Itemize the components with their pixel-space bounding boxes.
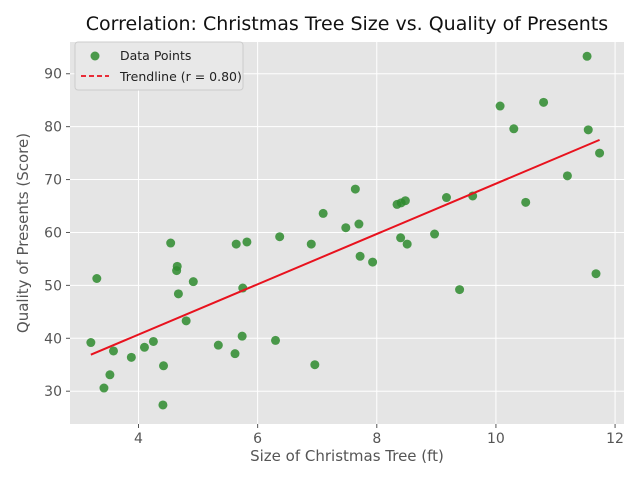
data-point <box>318 208 328 218</box>
plot-area <box>70 42 624 424</box>
data-point <box>158 400 168 410</box>
data-point <box>368 257 378 267</box>
trendline-group <box>90 138 600 356</box>
data-point <box>355 251 365 261</box>
data-point <box>595 148 605 158</box>
data-point <box>310 360 320 370</box>
data-point <box>181 316 191 326</box>
y-tick-label: 50 <box>44 278 62 294</box>
data-point <box>430 229 440 239</box>
data-point <box>275 232 285 242</box>
data-point <box>86 338 96 348</box>
data-point <box>400 196 410 206</box>
data-point <box>306 239 316 249</box>
data-point <box>521 197 531 207</box>
x-tick-label: 6 <box>253 431 262 447</box>
data-point <box>139 342 149 352</box>
legend-marker-data-points <box>90 51 100 61</box>
data-point <box>582 51 592 61</box>
y-tick-label: 80 <box>44 120 62 136</box>
trendline <box>90 138 600 356</box>
data-point <box>402 239 412 249</box>
scatter-points <box>86 51 605 410</box>
y-tick-label: 60 <box>44 225 62 241</box>
data-point <box>495 101 505 111</box>
data-point <box>159 361 169 371</box>
data-point <box>354 219 364 229</box>
data-point <box>166 238 176 248</box>
y-tick-label: 40 <box>44 331 62 347</box>
data-point <box>583 125 593 135</box>
y-tick-label: 70 <box>44 173 62 189</box>
data-point <box>509 124 519 134</box>
data-point <box>148 336 158 346</box>
data-point <box>350 184 360 194</box>
data-point <box>188 277 198 287</box>
x-tick-label: 10 <box>487 431 505 447</box>
data-point <box>213 340 223 350</box>
data-point <box>591 269 601 279</box>
data-point <box>242 237 252 247</box>
data-point <box>455 285 465 295</box>
data-point <box>539 97 549 107</box>
legend-label-data-points: Data Points <box>120 48 191 63</box>
data-point <box>441 193 451 203</box>
data-point <box>99 383 109 393</box>
data-point <box>271 335 281 345</box>
legend-label-trendline: Trendline (r = 0.80) <box>119 69 242 84</box>
y-tick-label: 30 <box>44 384 62 400</box>
axis-ticks: 4 6 8 10 12 30 40 50 60 70 80 90 <box>44 67 624 447</box>
x-axis-label: Size of Christmas Tree (ft) <box>250 447 444 465</box>
x-tick-label: 4 <box>134 431 143 447</box>
data-point <box>230 349 240 359</box>
data-point <box>172 261 182 271</box>
data-point <box>92 274 102 284</box>
x-tick-label: 12 <box>606 431 624 447</box>
data-point <box>126 352 136 362</box>
data-point <box>341 223 351 233</box>
legend: Data Points Trendline (r = 0.80) <box>74 41 244 91</box>
chart-title: Correlation: Christmas Tree Size vs. Qua… <box>86 13 608 35</box>
data-point <box>396 233 406 243</box>
data-point <box>173 289 183 299</box>
data-point <box>231 239 241 249</box>
data-point <box>105 370 115 380</box>
data-point <box>108 346 118 356</box>
y-axis-label: Quality of Presents (Score) <box>14 133 32 333</box>
legend-box <box>74 41 244 91</box>
data-point <box>237 331 247 341</box>
x-tick-label: 8 <box>372 431 381 447</box>
y-tick-label: 90 <box>44 67 62 83</box>
data-point <box>562 171 572 181</box>
